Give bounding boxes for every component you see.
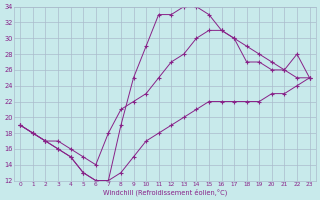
X-axis label: Windchill (Refroidissement éolien,°C): Windchill (Refroidissement éolien,°C)	[103, 188, 227, 196]
